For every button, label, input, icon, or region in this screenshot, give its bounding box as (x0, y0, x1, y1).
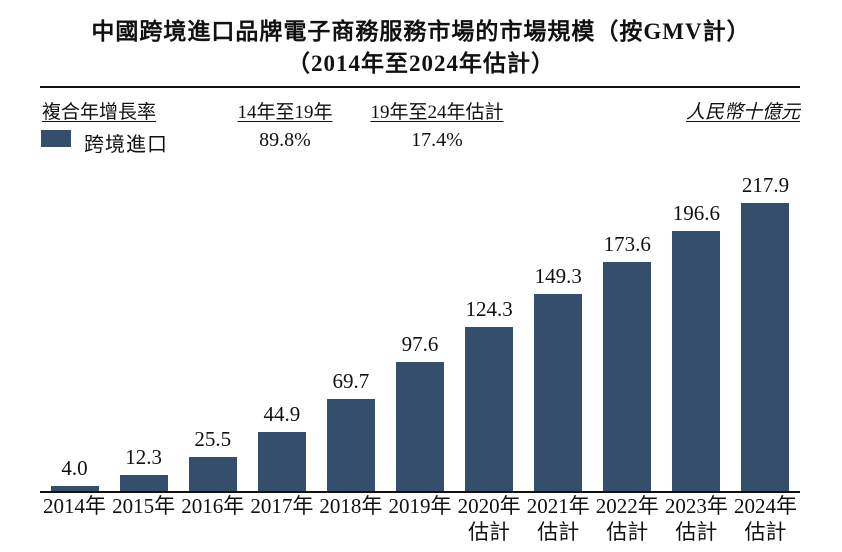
x-tick-label: 2024年 估計 (731, 493, 800, 545)
cagr-header-text: 複合年增長率 (42, 102, 157, 123)
x-tick-year: 2017年 (250, 494, 314, 518)
bar-value-label: 196.6 (672, 201, 721, 226)
bar-value-label: 149.3 (534, 263, 582, 288)
bar-column: 173.6 (593, 232, 662, 491)
x-tick-year: 2014年 (43, 494, 107, 518)
x-tick-estimate: 估計 (468, 520, 511, 544)
bar (50, 485, 99, 491)
bar (326, 398, 375, 491)
bar-value-label: 44.9 (263, 401, 301, 426)
x-tick-year: 2022年 (595, 494, 659, 518)
cagr-value-2019-2024e: 17.4% (411, 129, 463, 151)
x-tick-estimate: 估計 (744, 520, 787, 544)
x-tick-label: 2014年 (40, 493, 109, 545)
unit-label-text: 人民幣十億元 (685, 102, 800, 123)
bar-value-label: 25.5 (194, 427, 232, 452)
bar-value-label: 217.9 (741, 173, 790, 197)
bar (257, 431, 306, 491)
x-tick-label: 2017年 (247, 493, 316, 545)
x-tick-label: 2016年 (178, 493, 247, 545)
chart-title: 中國跨境進口品牌電子商務服務市場的市場規模（按GMV計） (91, 19, 751, 44)
x-tick-label: 2018年 (316, 493, 385, 545)
bar (396, 362, 445, 491)
x-tick-year: 2019年 (388, 494, 452, 518)
period2-header-label: 19年至24年估計 (365, 97, 509, 124)
bar-column: 217.9 (731, 173, 800, 491)
x-tick-estimate: 估計 (675, 520, 718, 544)
x-tick-year: 2020年 (457, 494, 521, 518)
bar (741, 203, 790, 491)
chart-subtitle: （2014年至2024年估計） (287, 51, 555, 76)
x-tick-year: 2023年 (664, 494, 728, 518)
bar (465, 326, 514, 491)
cagr-value-2014-2019: 89.8% (259, 129, 311, 151)
x-axis-labels: 2014年 2015年 2016年 2017年 2018年 2019年 2020年 估計 202… (40, 493, 800, 545)
x-tick-label: 2019年 (385, 493, 454, 545)
bar-column: 196.6 (662, 201, 731, 491)
bar-column: 69.7 (316, 369, 385, 491)
legend-series-label: 跨境進口 (84, 134, 168, 156)
period1-header-label: 14年至19年 (228, 97, 342, 124)
x-tick-label: 2021年 估計 (524, 493, 593, 545)
bar-value-label: 97.6 (401, 332, 439, 356)
bar (534, 293, 583, 491)
bar-value-label: 69.7 (332, 368, 370, 393)
bar-column: 4.0 (40, 456, 109, 491)
period2-header-text: 19年至24年估計 (370, 102, 504, 123)
bar-chart-plot-area: 4.0 12.3 25.5 44.9 69.7 97.6 124.3 149.3 173.6 19… (40, 170, 800, 493)
bar (603, 261, 652, 491)
period1-header-text: 14年至19年 (237, 102, 333, 123)
x-tick-year: 2021年 (526, 494, 590, 518)
x-tick-year: 2018年 (319, 494, 383, 518)
cagr-header-label: 複合年增長率 (42, 97, 156, 124)
bar-column: 25.5 (178, 427, 247, 491)
unit-label: 人民幣十億元 (686, 97, 800, 124)
bar-column: 124.3 (455, 297, 524, 491)
bar-column: 44.9 (247, 402, 316, 491)
bar (188, 457, 237, 491)
bar-value-label: 173.6 (603, 231, 651, 256)
x-tick-estimate: 估計 (537, 520, 580, 544)
header-divider (40, 86, 800, 88)
bar-column: 149.3 (524, 264, 593, 491)
x-tick-label: 2015年 (109, 493, 178, 545)
x-tick-estimate: 估計 (606, 520, 649, 544)
x-tick-year: 2016年 (181, 494, 245, 518)
x-tick-year: 2015年 (112, 494, 176, 518)
bar-value-label: 124.3 (465, 296, 513, 321)
bar-column: 12.3 (109, 445, 178, 491)
x-tick-label: 2020年 估計 (455, 493, 524, 545)
bar (119, 474, 168, 491)
bar-value-label: 12.3 (125, 444, 163, 469)
legend-color-swatch (41, 130, 71, 147)
bar-column: 97.6 (385, 332, 454, 491)
x-tick-label: 2023年 估計 (662, 493, 731, 545)
x-tick-year: 2024年 (733, 494, 797, 518)
x-tick-label: 2022年 估計 (593, 493, 662, 545)
bar-value-label: 4.0 (61, 455, 88, 480)
bar (672, 231, 721, 491)
